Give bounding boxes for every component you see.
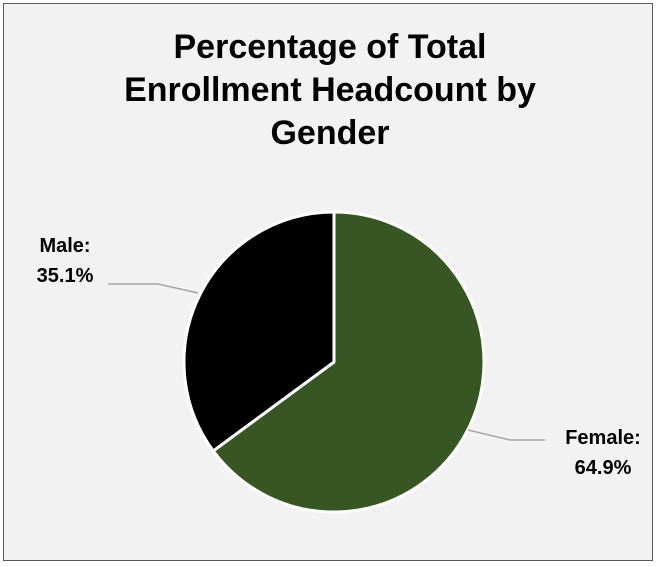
pie-slice-female	[211, 210, 486, 514]
data-label-female-name: Female:	[565, 427, 641, 449]
leader-line-male	[108, 283, 199, 294]
chart-title-line-2: Enrollment Headcount by	[124, 71, 536, 109]
data-labels: Female: 64.9% Male: 35.1%	[37, 235, 641, 479]
data-label-female-value: 64.9%	[575, 457, 632, 479]
data-label-male-name: Male:	[39, 235, 90, 257]
leader-lines	[108, 283, 545, 441]
chart-title: Percentage of Total Enrollment Headcount…	[0, 26, 660, 155]
pie-slices	[182, 210, 486, 514]
chart-title-line-1: Percentage of Total	[173, 28, 487, 66]
chart-title-line-3: Gender	[270, 114, 390, 152]
data-label-male-value: 35.1%	[37, 265, 94, 287]
leader-line-female	[467, 429, 545, 441]
pie-slice-male	[182, 210, 336, 453]
